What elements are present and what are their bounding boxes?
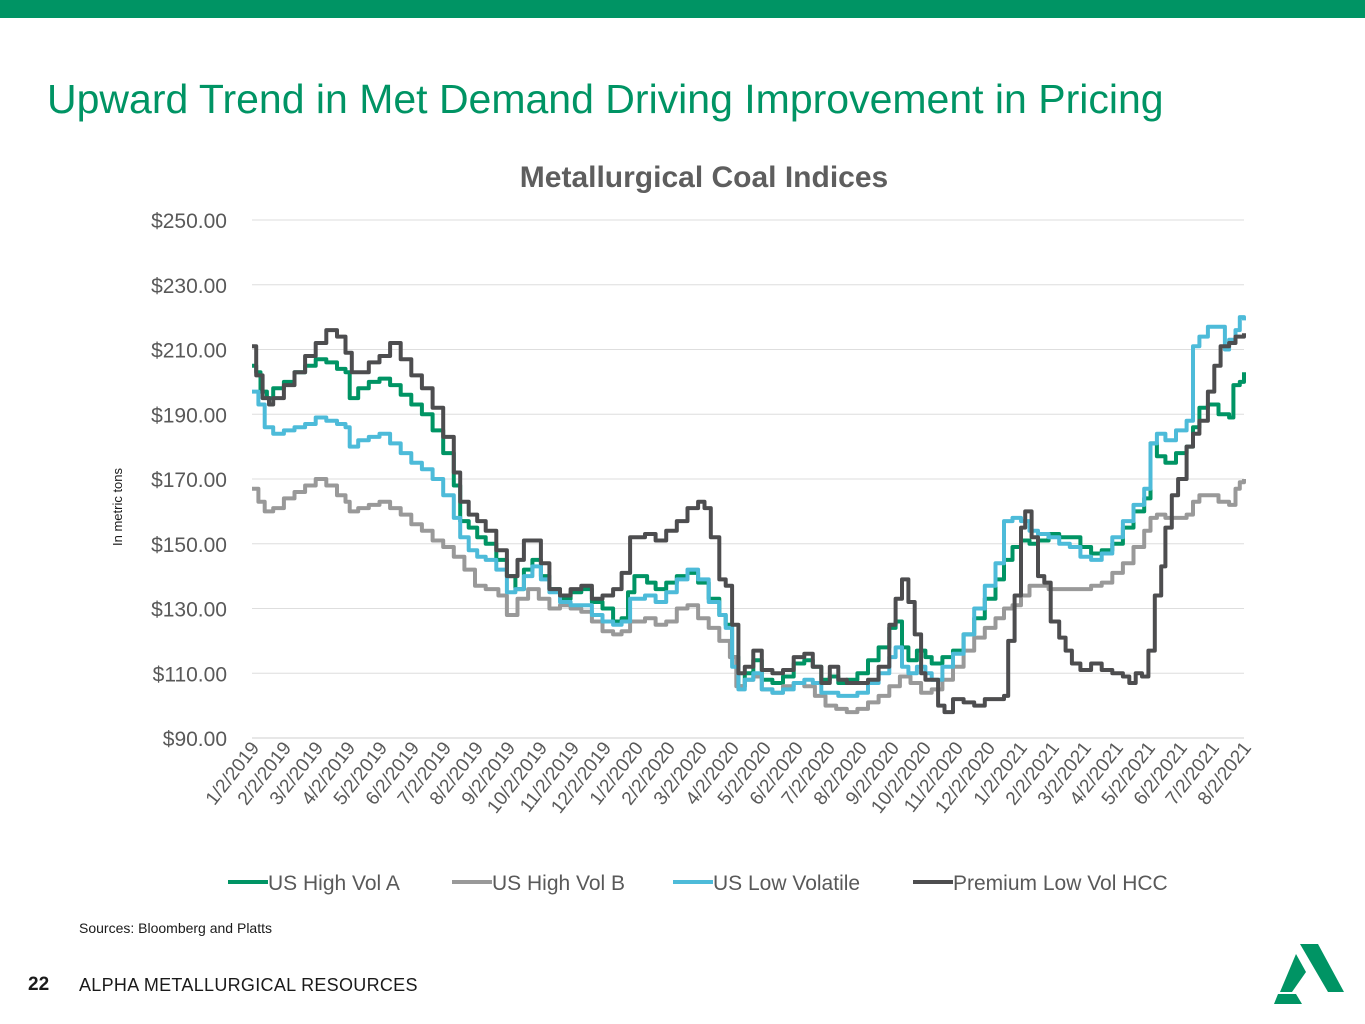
gridlines bbox=[252, 219, 1244, 739]
y-tick-label: $150.00 bbox=[151, 534, 227, 557]
legend-label: Premium Low Vol HCC bbox=[953, 872, 1168, 895]
company-logo-icon bbox=[1274, 944, 1344, 1004]
y-axis-label: In metric tons bbox=[110, 467, 125, 546]
y-tick-label: $110.00 bbox=[153, 663, 227, 686]
series-line-us-high-vol-b bbox=[252, 477, 1246, 715]
chart-title: Metallurgical Coal Indices bbox=[520, 161, 888, 194]
legend-label: US Low Volatile bbox=[713, 872, 860, 895]
y-tick-label: $130.00 bbox=[151, 599, 227, 622]
legend-label: US High Vol B bbox=[492, 872, 625, 895]
header-accent-bar bbox=[0, 0, 1365, 18]
data-series bbox=[252, 315, 1246, 715]
series-line-premium-low-vol-hcc bbox=[252, 328, 1246, 715]
page-number: 22 bbox=[28, 974, 50, 995]
x-axis-tick-labels: 1/2/20192/2/20193/2/20194/2/20195/2/2019… bbox=[202, 738, 1256, 818]
company-name: ALPHA METALLURGICAL RESOURCES bbox=[79, 975, 418, 995]
y-tick-label: $210.00 bbox=[151, 340, 227, 363]
series-line-us-high-vol-a bbox=[252, 357, 1246, 689]
slide-title: Upward Trend in Met Demand Driving Impro… bbox=[47, 76, 1164, 122]
y-tick-label: $250.00 bbox=[151, 210, 227, 233]
coal-indices-chart: Metallurgical Coal Indices $90.00 $110.00… bbox=[110, 161, 1256, 895]
y-tick-label: $170.00 bbox=[151, 469, 227, 492]
source-note: Sources: Bloomberg and Platts bbox=[79, 920, 272, 936]
series-line-us-low-volatile bbox=[252, 315, 1246, 698]
y-tick-label: $230.00 bbox=[151, 275, 227, 298]
legend-label: US High Vol A bbox=[268, 872, 400, 895]
y-tick-label: $90.00 bbox=[163, 728, 227, 751]
y-tick-label: $190.00 bbox=[151, 404, 227, 427]
y-axis-tick-labels: $90.00 $110.00 $130.00 $150.00 $170.00 $190.0… bbox=[151, 210, 227, 751]
legend: US High Vol A US High Vol B US Low Volatil… bbox=[228, 872, 1168, 895]
